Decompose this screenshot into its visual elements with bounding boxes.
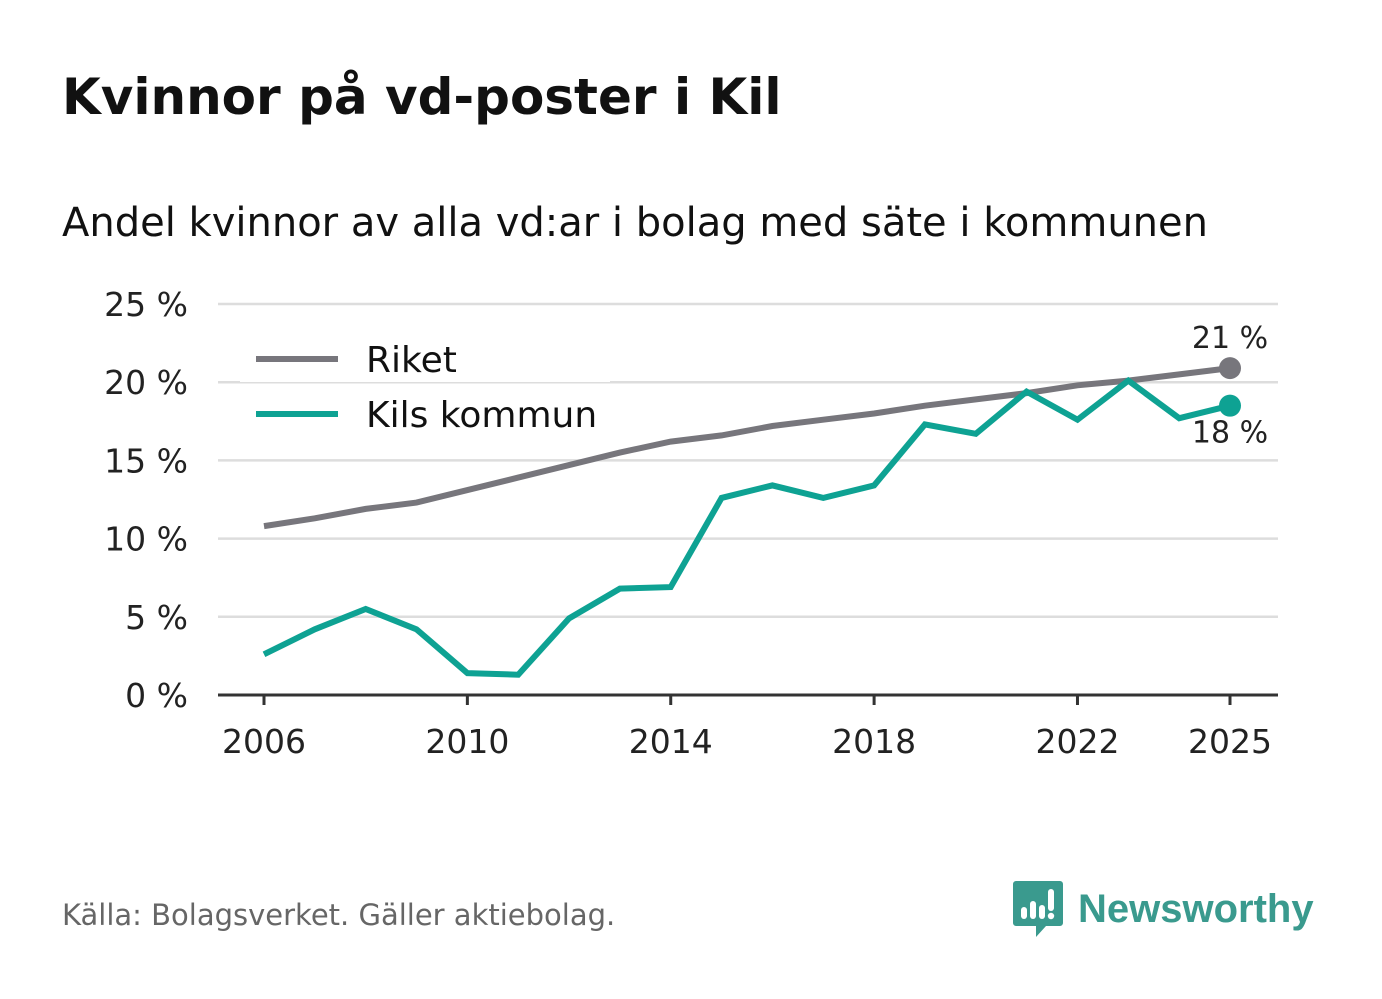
y-tick-label: 15 % xyxy=(104,441,188,480)
x-tick-label: 2014 xyxy=(629,722,713,761)
legend-label-riket: Riket xyxy=(366,340,457,381)
series-line-kil xyxy=(262,376,1231,678)
chart-title: Kvinnor på vd-poster i Kil xyxy=(62,68,782,126)
legend-label-kil: Kils kommun xyxy=(366,395,597,436)
source-note: Källa: Bolagsverket. Gäller aktiebolag. xyxy=(62,898,616,932)
newsworthy-logo-icon xyxy=(1013,881,1063,937)
y-tick-label: 10 % xyxy=(104,520,188,559)
brand-logo[interactable]: Newsworthy xyxy=(1012,878,1314,940)
end-point-kil xyxy=(1219,394,1241,417)
chart-subtitle: Andel kvinnor av alla vd:ar i bolag med … xyxy=(62,200,1208,246)
y-tick-label: 5 % xyxy=(125,598,188,637)
brand-name: Newsworthy xyxy=(1078,886,1314,931)
end-label-kil: 18 % xyxy=(1192,416,1268,451)
x-tick-label: 2018 xyxy=(832,722,916,761)
end-label-riket: 21 % xyxy=(1192,321,1268,356)
y-tick-label: 20 % xyxy=(104,363,188,402)
y-tick-label: 0 % xyxy=(125,676,188,715)
x-tick-label: 2022 xyxy=(1035,722,1119,761)
y-tick-label: 25 % xyxy=(104,285,188,324)
end-point-riket xyxy=(1219,357,1241,380)
x-tick-label: 2025 xyxy=(1188,722,1272,761)
x-tick-label: 2006 xyxy=(222,722,306,761)
series-line-riket xyxy=(263,365,1231,530)
x-tick-label: 2010 xyxy=(425,722,509,761)
